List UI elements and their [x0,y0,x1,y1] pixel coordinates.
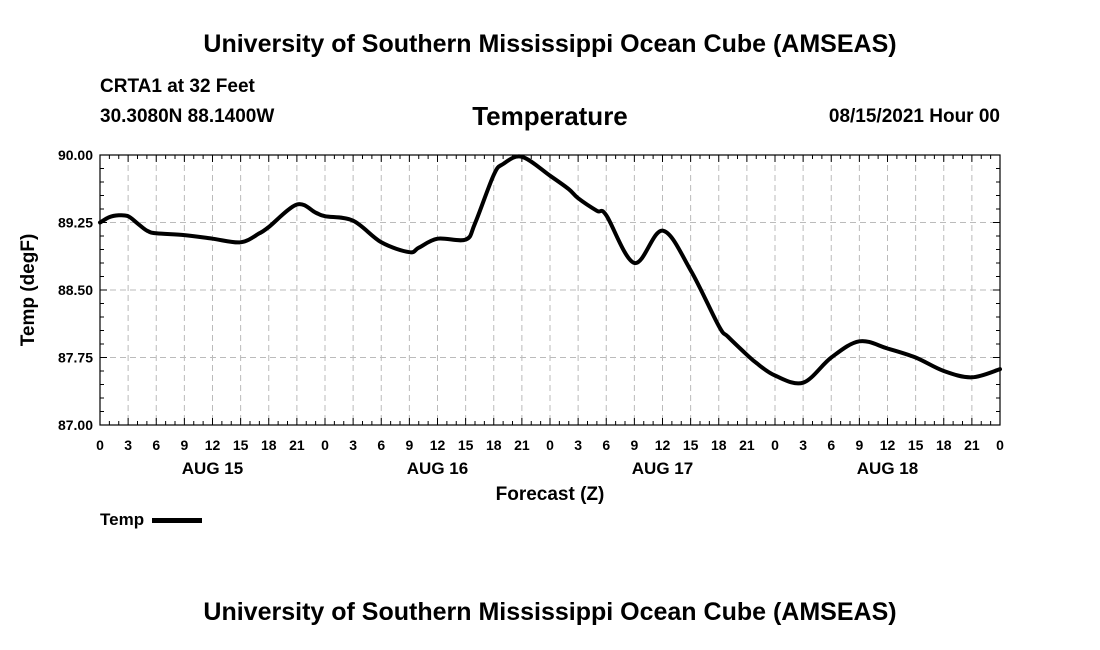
legend-label-temp: Temp [100,510,145,529]
x-tick-label: 0 [546,437,554,453]
y-tick-label: 88.50 [58,282,93,298]
day-label: AUG 15 [182,459,243,478]
x-tick-label: 9 [180,437,188,453]
x-tick-label: 9 [630,437,638,453]
x-tick-label: 9 [405,437,413,453]
x-tick-label: 12 [430,437,446,453]
day-labels: AUG 15 AUG 16 AUG 17 AUG 18 [182,459,918,478]
x-tick-label: 3 [349,437,357,453]
y-tick-label: 89.25 [58,215,93,231]
y-tick-label: 90.00 [58,147,93,163]
x-tick-label: 0 [996,437,1004,453]
x-tick-label: 18 [936,437,952,453]
x-tick-label: 18 [711,437,727,453]
x-tick-label: 3 [574,437,582,453]
legend: Temp [100,510,203,530]
x-tick-label: 6 [152,437,160,453]
x-tick-label: 3 [124,437,132,453]
x-tick-label: 12 [655,437,671,453]
x-tick-label: 21 [289,437,305,453]
x-tick-label: 9 [855,437,863,453]
y-tick-label: 87.00 [58,417,93,433]
x-tick-label: 15 [908,437,924,453]
y-tick-label: 87.75 [58,350,93,366]
forecast-date: 08/15/2021 Hour 00 [828,106,1000,127]
x-tick-label: 0 [771,437,779,453]
y-axis-label: Temp (degF) [18,234,39,347]
station-coordinates: 30.3080N 88.1400W [100,106,275,127]
x-tick-label: 0 [96,437,104,453]
x-tick-label: 12 [880,437,896,453]
x-tick-label: 0 [321,437,329,453]
x-tick-label: 6 [602,437,610,453]
x-tick-label: 3 [799,437,807,453]
x-tick-labels: 0 3 6 9 12 15 18 21 0 3 6 9 12 15 18 21 0 3 6 9 12 15 18 21 0 3 6 9… [96,437,1004,453]
x-tick-label: 6 [827,437,835,453]
x-tick-label: 21 [964,437,980,453]
x-tick-label: 18 [261,437,277,453]
plot-frame [99,154,1001,426]
day-label: AUG 17 [632,459,693,478]
day-label: AUG 16 [407,459,468,478]
page-title: University of Southern Mississippi Ocean… [203,30,897,58]
x-tick-label: 18 [486,437,502,453]
x-tick-label: 21 [514,437,530,453]
x-tick-label: 15 [683,437,699,453]
series-line-temp [98,154,1002,386]
x-axis-label: Forecast (Z) [496,484,605,505]
x-tick-label: 21 [739,437,755,453]
legend-swatch-temp [152,518,203,524]
footer-title: University of Southern Mississippi Ocean… [203,598,897,626]
grid-lines [100,155,1000,425]
y-tick-labels: 87.00 87.75 88.50 89.25 90.00 [58,147,93,433]
day-label: AUG 18 [857,459,918,478]
chart-title: Temperature [472,101,628,131]
x-tick-label: 6 [377,437,385,453]
x-tick-label: 12 [205,437,221,453]
x-tick-label: 15 [458,437,474,453]
station-label: CRTA1 at 32 Feet [100,76,255,97]
x-tick-label: 15 [233,437,249,453]
